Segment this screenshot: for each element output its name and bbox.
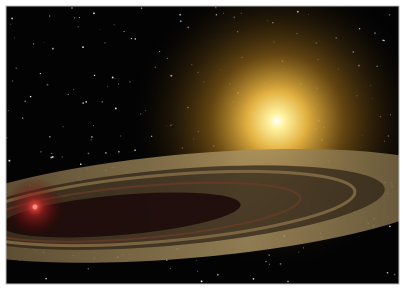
star	[131, 38, 132, 39]
star	[47, 84, 49, 86]
star	[118, 83, 119, 84]
star	[40, 73, 41, 74]
star	[389, 226, 391, 228]
star	[119, 78, 120, 79]
star	[102, 101, 103, 102]
star	[33, 43, 34, 44]
star	[170, 268, 171, 269]
star	[79, 17, 80, 18]
star	[49, 16, 50, 17]
star	[217, 274, 219, 276]
star	[107, 86, 108, 87]
star	[100, 29, 101, 30]
star	[93, 125, 94, 126]
space-illustration	[0, 0, 404, 289]
star	[112, 77, 114, 79]
star	[74, 17, 75, 18]
star	[387, 272, 388, 273]
star	[394, 274, 396, 276]
star	[71, 7, 73, 9]
star	[135, 38, 137, 40]
star	[10, 24, 11, 25]
star	[73, 89, 74, 90]
star	[16, 67, 17, 68]
star	[88, 152, 90, 154]
star	[389, 14, 390, 15]
star	[85, 101, 87, 103]
star	[93, 12, 95, 14]
star	[115, 78, 116, 79]
star	[50, 157, 52, 159]
star	[88, 268, 89, 269]
star	[129, 81, 130, 82]
star	[45, 278, 47, 280]
star	[287, 281, 289, 283]
star	[115, 107, 117, 109]
red-dot	[33, 205, 38, 210]
star	[82, 46, 84, 48]
star	[105, 152, 107, 154]
star	[253, 278, 255, 280]
star	[30, 96, 31, 97]
star	[120, 136, 121, 137]
star	[51, 153, 52, 154]
star	[94, 75, 95, 76]
star	[62, 156, 63, 157]
star	[124, 31, 125, 32]
star	[141, 7, 142, 8]
star	[8, 160, 10, 162]
star	[197, 271, 198, 272]
star	[8, 110, 9, 111]
star	[91, 136, 93, 138]
star	[80, 163, 82, 165]
star	[68, 94, 69, 95]
image	[0, 0, 404, 284]
star	[44, 42, 45, 43]
star	[91, 139, 92, 140]
star	[196, 260, 197, 261]
star	[78, 26, 79, 27]
star	[40, 151, 41, 152]
star	[118, 151, 120, 153]
star	[52, 48, 54, 50]
star	[114, 25, 115, 26]
star	[24, 101, 26, 103]
star	[201, 280, 203, 282]
page: (() => { const svg = document.getElement…	[0, 0, 404, 289]
star	[82, 102, 84, 104]
star	[104, 42, 106, 44]
star	[14, 37, 15, 38]
star	[62, 126, 63, 127]
star	[49, 136, 51, 138]
star	[11, 17, 13, 19]
star	[12, 80, 13, 81]
star	[22, 118, 23, 119]
